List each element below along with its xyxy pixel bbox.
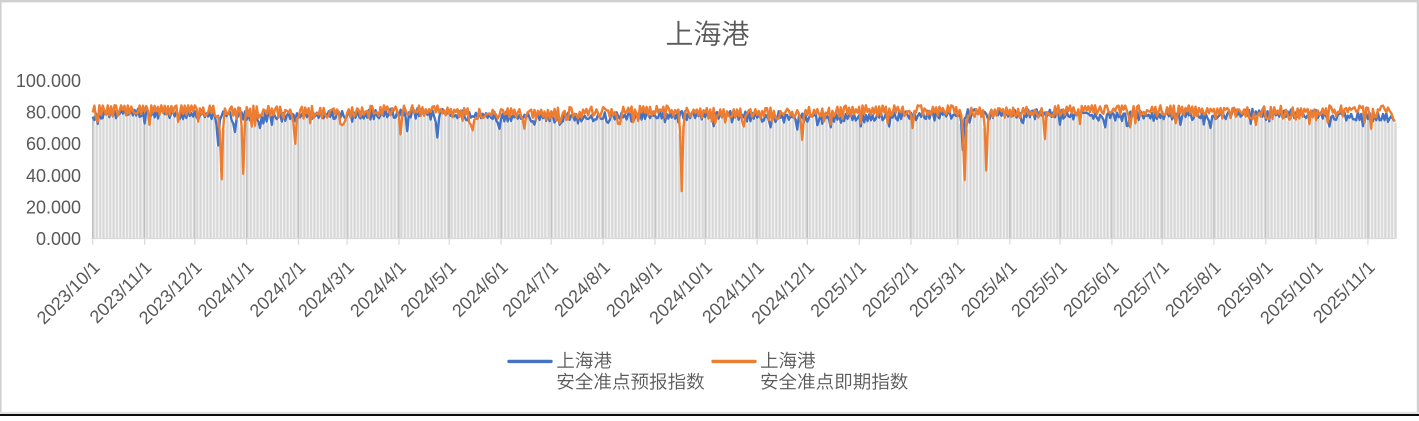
svg-text:80.000: 80.000 — [26, 103, 81, 123]
svg-text:100.000: 100.000 — [16, 71, 81, 91]
svg-text:60.000: 60.000 — [26, 134, 81, 154]
svg-text:20.000: 20.000 — [26, 197, 81, 217]
svg-text:40.000: 40.000 — [26, 166, 81, 186]
svg-text:0.000: 0.000 — [36, 229, 81, 249]
